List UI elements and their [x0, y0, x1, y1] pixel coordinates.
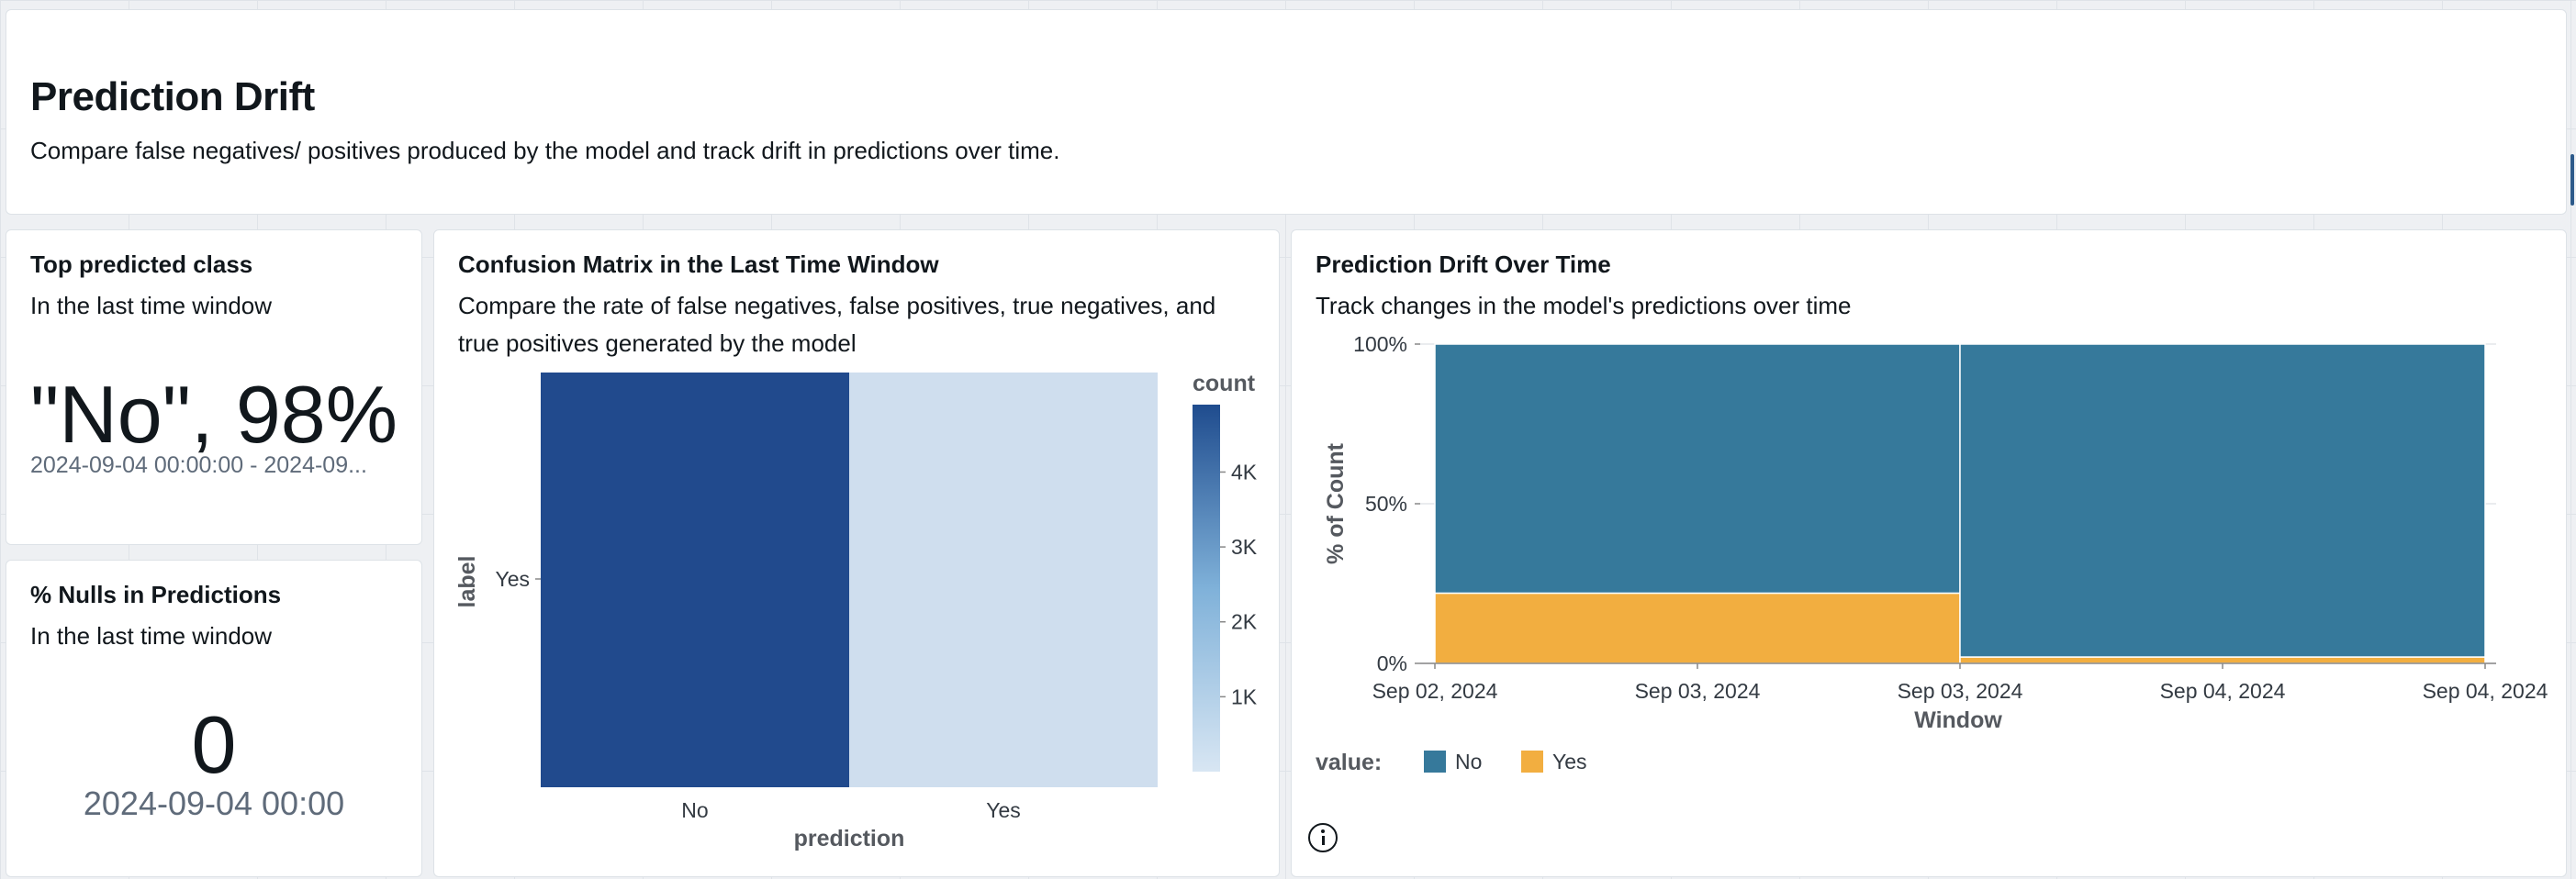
x-axis-title: prediction: [794, 826, 905, 851]
page-title: Prediction Drift: [30, 74, 315, 119]
legend-tick-label: 1K: [1231, 684, 1258, 708]
bar-segment-no[interactable]: [1959, 343, 2486, 658]
scroll-indicator[interactable]: [2570, 154, 2574, 206]
card-title: % Nulls in Predictions: [30, 581, 282, 608]
confusion-matrix-chart: Yes label No Yes prediction count 4K 3K 2K 1…: [454, 371, 1258, 851]
y-tick-label: 0%: [1377, 651, 1407, 675]
legend-tick-label: 2K: [1231, 610, 1258, 634]
top-class-value: "No", 98%: [30, 369, 398, 460]
bar-segment-no[interactable]: [1434, 343, 1961, 595]
x-tick-label: No: [681, 798, 708, 822]
color-legend-title: count: [1193, 371, 1256, 396]
nulls-in-predictions-card: % Nulls in Predictions In the last time …: [6, 560, 422, 877]
x-tick-label: Sep 04, 2024: [2160, 679, 2286, 703]
y-axis-title: % of Count: [1323, 442, 1349, 564]
heatmap-cell[interactable]: [541, 373, 849, 787]
page-description: Compare false negatives/ positives produ…: [30, 137, 1060, 164]
card-subtitle: In the last time window: [30, 622, 273, 650]
legend-tick-label: 4K: [1231, 460, 1258, 484]
legend-swatch: [1521, 751, 1543, 773]
bar-segment-yes[interactable]: [1959, 656, 2486, 664]
card-title: Top predicted class: [30, 250, 253, 278]
info-icon[interactable]: [1308, 823, 1338, 852]
x-axis-title: Window: [1914, 707, 2002, 733]
heatmap-cell[interactable]: [849, 373, 1158, 787]
legend-swatch: [1424, 751, 1446, 773]
x-tick-label: Sep 03, 2024: [1635, 679, 1761, 703]
confusion-matrix-card: Confusion Matrix in the Last Time Window…: [433, 229, 1280, 877]
color-legend-gradient: [1193, 405, 1220, 772]
legend-tick-label: 3K: [1231, 535, 1258, 559]
legend-label: No: [1455, 750, 1482, 773]
legend-title: value:: [1316, 750, 1382, 775]
y-tick-label: 100%: [1353, 332, 1407, 356]
nulls-value: 0: [191, 699, 237, 790]
header-panel: Prediction Drift Compare false negatives…: [6, 9, 2567, 215]
nulls-timestamp: 2024-09-04 00:00: [83, 784, 345, 822]
legend-label: Yes: [1552, 750, 1587, 773]
card-subtitle: In the last time window: [30, 292, 273, 319]
y-tick-label: 50%: [1365, 492, 1407, 516]
x-tick-label: Yes: [986, 798, 1021, 822]
bar-segment-yes[interactable]: [1434, 592, 1961, 664]
card-title: Prediction Drift Over Time: [1316, 250, 1611, 278]
y-axis-title: label: [454, 556, 480, 608]
x-tick-label: Sep 03, 2024: [1898, 679, 2023, 703]
card-description: Compare the rate of false negatives, fal…: [458, 292, 1216, 357]
prediction-drift-chart: 0% 50% 100% Sep 02, 2024 Sep 03, 2024 Sep 03…: [1316, 332, 2548, 775]
prediction-drift-card: Prediction Drift Over Time Track changes…: [1291, 229, 2567, 877]
x-tick-label: Sep 04, 2024: [2423, 679, 2548, 703]
card-title: Confusion Matrix in the Last Time Window: [458, 250, 939, 278]
top-predicted-class-card: Top predicted class In the last time win…: [6, 229, 422, 545]
top-class-time-range: 2024-09-04 00:00:00 - 2024-09...: [30, 452, 367, 478]
y-tick-label: Yes: [495, 567, 530, 591]
card-description: Track changes in the model's predictions…: [1316, 292, 1852, 319]
x-tick-label: Sep 02, 2024: [1372, 679, 1498, 703]
